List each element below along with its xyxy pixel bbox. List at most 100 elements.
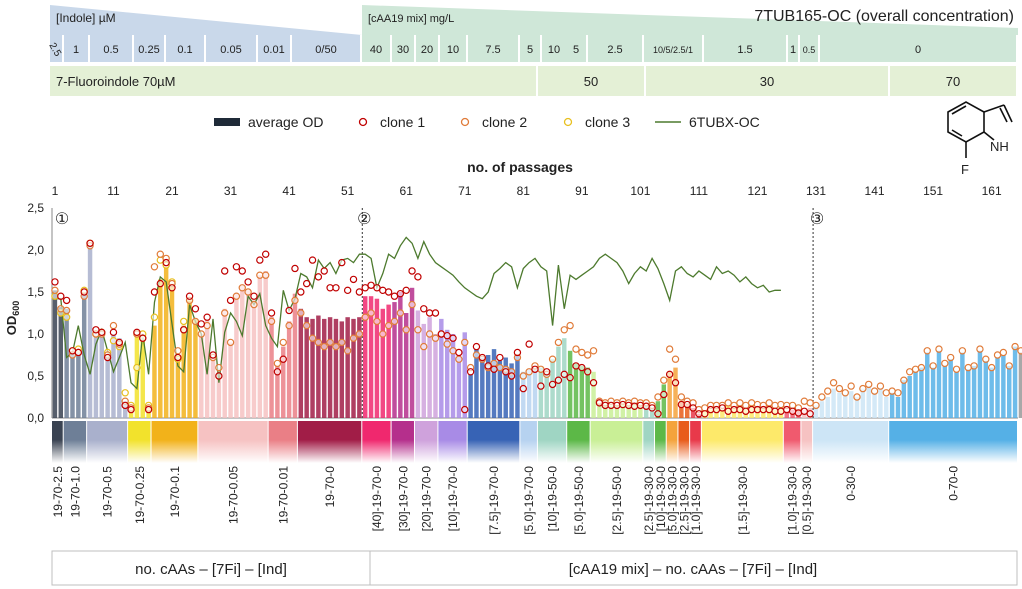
clone3-marker — [133, 363, 141, 372]
fluoroindole-cell-label: 70 — [946, 74, 960, 89]
average-od-bar — [281, 346, 286, 418]
caa-cell — [820, 35, 1016, 62]
clone1-marker — [156, 279, 165, 288]
average-od-bar — [450, 334, 456, 418]
clone2-marker — [425, 330, 434, 338]
clone2-marker — [379, 330, 387, 338]
fluoroindole-cell — [538, 66, 644, 96]
average-od-bar — [357, 317, 362, 418]
average-od-bar — [784, 411, 789, 418]
clone1-marker — [133, 328, 141, 337]
average-od-bar — [720, 409, 725, 418]
caa-cell — [362, 35, 390, 62]
average-od-bar — [444, 329, 450, 418]
clone2-marker — [900, 376, 908, 384]
average-od-bar — [64, 308, 69, 418]
clone2-marker — [952, 365, 961, 373]
clone1-marker — [232, 263, 241, 271]
average-od-bar — [269, 317, 274, 418]
clone2-marker — [882, 389, 890, 397]
segment-label: [2.5]-19-30-0 — [677, 466, 691, 535]
clone1-marker — [548, 380, 557, 389]
clone1-marker — [121, 401, 129, 410]
clone1-marker — [420, 305, 428, 313]
segment-strip-block — [438, 421, 467, 463]
average-od-bar — [532, 365, 538, 418]
clone2-marker — [800, 397, 809, 405]
x-tick-label: 81 — [517, 184, 531, 198]
legend-clone2-label: clone 2 — [482, 114, 527, 130]
clone1-marker — [490, 365, 498, 373]
clone1-marker — [537, 382, 545, 390]
clone2-marker — [519, 372, 527, 380]
average-od-bar — [971, 365, 977, 418]
clone1-marker — [103, 353, 112, 362]
x-tick-label: 41 — [282, 184, 296, 198]
clone2-marker — [297, 309, 305, 317]
clone2-marker — [923, 347, 931, 355]
x-tick-label: 21 — [165, 184, 179, 198]
segment-label: 0-30-0 — [844, 466, 858, 501]
clone1-marker — [197, 320, 205, 328]
caa-cell-label: 5 — [527, 44, 533, 56]
clone2-marker — [62, 306, 71, 315]
average-od-bar — [152, 325, 157, 418]
clone2-marker — [847, 382, 855, 390]
x-axis-title: no. of passages — [467, 159, 573, 175]
clone1-marker — [408, 267, 416, 275]
concentration-row: 2.5 1 0.5 0.25 0.1 0.05 0.01 0/50 40 30 20 10 7.5 5 10… — [46, 35, 1016, 62]
x-tick-label: 71 — [458, 184, 472, 198]
clone2-marker — [724, 399, 732, 407]
clone1-marker — [320, 267, 328, 275]
indole-cell — [64, 35, 88, 62]
clone1-marker — [660, 390, 668, 399]
clone1-marker — [683, 400, 691, 409]
clone1-marker — [402, 286, 410, 295]
caa-gradient-band — [362, 5, 1018, 35]
segment-strip-block — [87, 421, 128, 463]
indole-cell — [206, 35, 256, 62]
indole-cell-label: 0.25 — [138, 44, 159, 56]
caa-cell — [788, 35, 798, 62]
average-od-bar — [860, 388, 866, 418]
indole-cell — [292, 35, 360, 62]
average-od-bar — [638, 404, 643, 418]
phase-marker: ② — [357, 211, 371, 228]
clone1-marker — [449, 334, 457, 342]
clone1-marker — [180, 326, 188, 334]
clone1-marker — [273, 368, 282, 376]
segment-label: [5.0]-19-70-0 — [522, 466, 536, 535]
clone2-marker — [829, 379, 838, 387]
segment-label: 19-70-0.01 — [276, 466, 290, 524]
average-od-bar — [667, 371, 672, 418]
x-tick-label: 141 — [865, 184, 885, 198]
clone1-marker — [701, 410, 709, 418]
clone2-marker — [402, 326, 410, 334]
clone2-marker — [999, 348, 1008, 357]
indole-cell-label: 0/50 — [315, 44, 336, 56]
indole-cell-label: 0.01 — [263, 44, 284, 56]
segment-strip-block — [520, 421, 537, 463]
average-od-bar — [562, 338, 567, 418]
average-od-bar — [919, 367, 924, 418]
x-tick-label: 91 — [575, 184, 589, 198]
phase-marker: ③ — [810, 211, 824, 228]
clone2-marker — [355, 330, 364, 338]
clone1-marker — [174, 353, 182, 362]
average-od-bar — [474, 349, 479, 418]
average-od-bar — [58, 307, 64, 418]
x-tick-label: 51 — [341, 184, 355, 198]
segment-label: 19-70-2.5 — [51, 466, 65, 518]
clone1-marker — [185, 292, 194, 300]
average-od-bar — [889, 392, 895, 418]
segment-label: [40]-19-70-0 — [370, 466, 384, 532]
average-od-bar — [585, 367, 590, 418]
clone1-marker — [800, 407, 809, 415]
average-od-bar — [322, 318, 327, 418]
clone2-marker — [824, 387, 832, 395]
clone1-marker — [203, 313, 211, 321]
average-od-bar — [87, 243, 93, 418]
clone1-marker — [583, 368, 592, 376]
clone2-marker — [51, 286, 59, 295]
average-od-bar — [872, 392, 877, 418]
